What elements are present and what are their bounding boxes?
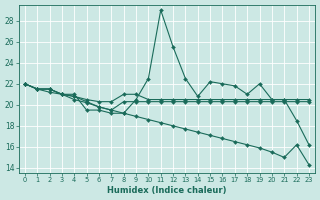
X-axis label: Humidex (Indice chaleur): Humidex (Indice chaleur) <box>107 186 227 195</box>
